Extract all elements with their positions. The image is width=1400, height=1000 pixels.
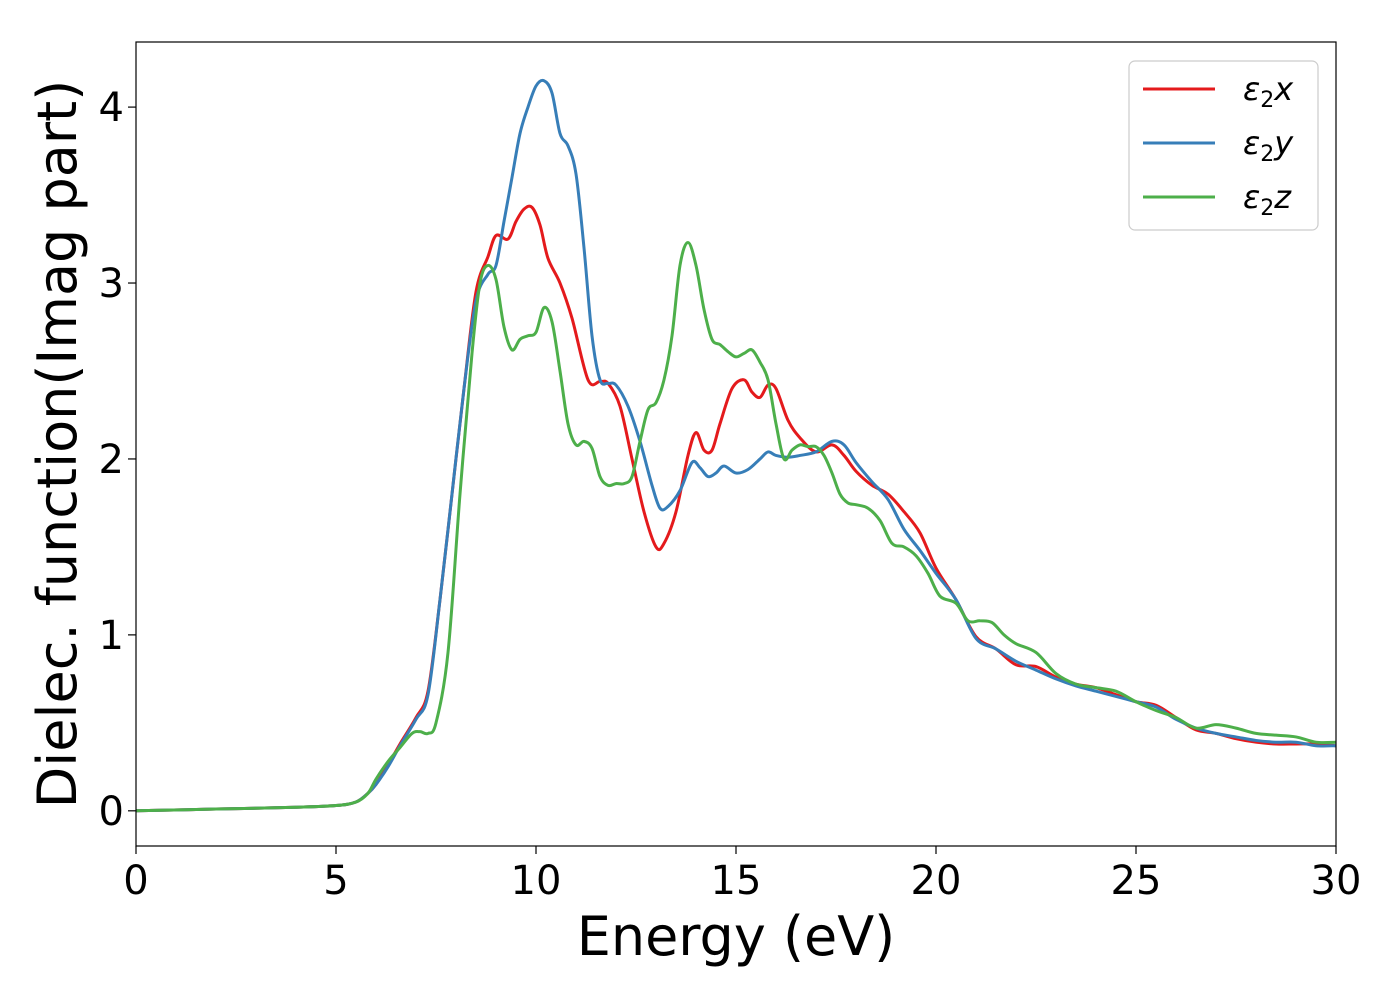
series-line-y xyxy=(136,78,1336,813)
legend-label-y: ε2y xyxy=(1243,124,1294,167)
x-tick-label: 10 xyxy=(511,858,562,904)
series-line-z xyxy=(136,241,1336,813)
y-tick-label: 0 xyxy=(99,789,124,835)
x-tick-label: 5 xyxy=(323,858,348,904)
y-tick-label: 2 xyxy=(99,437,124,483)
x-tick-label: 20 xyxy=(911,858,962,904)
x-tick-label: 30 xyxy=(1311,858,1362,904)
x-tick-label: 25 xyxy=(1111,858,1162,904)
y-tick-label: 4 xyxy=(99,85,124,131)
y-tick-label: 3 xyxy=(99,261,124,307)
x-tick-label: 15 xyxy=(711,858,762,904)
y-axis-ticks: 0 1 2 3 4 xyxy=(99,85,136,835)
x-axis-title: Energy (eV) xyxy=(577,905,896,968)
y-axis-title: Dielec. function(Imag part) xyxy=(26,80,89,809)
legend-box xyxy=(1128,60,1319,231)
y-tick-label: 1 xyxy=(99,613,124,659)
x-tick-label: 0 xyxy=(123,858,148,904)
series-layer xyxy=(136,78,1336,813)
legend: ε2x ε2y ε2z xyxy=(1128,60,1319,231)
legend-label-z: ε2z xyxy=(1243,178,1292,221)
legend-label-x: ε2x xyxy=(1243,70,1294,113)
x-axis-ticks: 0 5 10 15 20 25 30 xyxy=(123,846,1361,904)
